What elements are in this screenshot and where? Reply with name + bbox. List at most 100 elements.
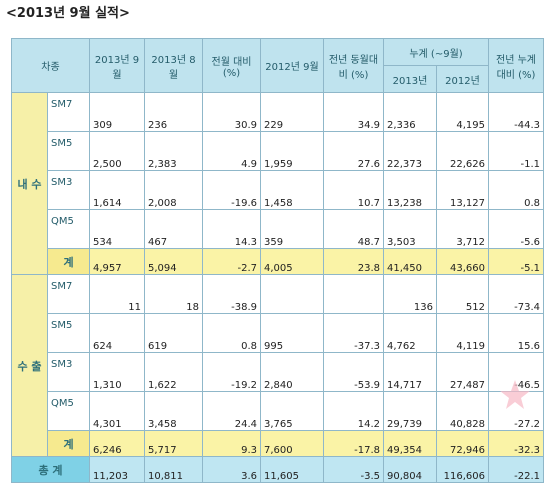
cell-value: 14.3	[202, 209, 261, 249]
cell-value: 4,119	[435, 313, 490, 353]
header-cum-2013: 2013년	[383, 65, 437, 93]
cell-value: 22,626	[435, 131, 490, 171]
cell-value: 24.4	[202, 391, 261, 431]
cell-value: 1,458	[260, 170, 324, 210]
cell-value: -53.9	[323, 352, 384, 392]
cell-value: 2,336	[383, 92, 437, 132]
cell-value: 467	[144, 209, 203, 249]
cell-value: 116,606	[435, 456, 490, 483]
cell-value: 619	[144, 313, 203, 353]
cell-value: -5.1	[488, 248, 545, 275]
cell-value: 48.7	[323, 209, 384, 249]
header-cum-2012: 2012년	[435, 65, 490, 93]
cell-value: 27.6	[323, 131, 384, 171]
table-row: SM5 2,500 2,383 4.9 1,959 27.6 22,373 22…	[12, 131, 545, 171]
header-yoy: 전년 동월대비 (%)	[323, 38, 384, 93]
model-label: SM5	[47, 313, 90, 353]
cell-value: 13,127	[435, 170, 490, 210]
cell-value: -19.2	[202, 352, 261, 392]
cell-value: 3,712	[435, 209, 490, 249]
cell-value: -3.5	[323, 456, 384, 483]
cell-value: 0.8	[202, 313, 261, 353]
cell-value: 9.3	[202, 430, 261, 457]
header-row-1: 차종 2013년 9월 2013년 8월 전월 대비 (%) 2012년 9월 …	[11, 38, 545, 93]
cell-value: 43,660	[435, 248, 490, 275]
cell-value: 23.8	[323, 248, 384, 275]
cell-value: 11,203	[89, 456, 145, 483]
cell-value: 11,605	[260, 456, 324, 483]
table-row: QM5 534 467 14.3 359 48.7 3,503 3,712 -5…	[12, 209, 545, 249]
cell-value: 4,957	[89, 248, 145, 275]
cell-value: 236	[144, 92, 203, 132]
cell-value: 4.9	[202, 131, 261, 171]
cell-value: 90,804	[383, 456, 437, 483]
subtotal-row-export: 계 6,246 5,717 9.3 7,600 -17.8 49,354 72,…	[12, 430, 545, 457]
page-title: <2013년 9월 실적>	[6, 6, 130, 21]
cell-value: 41,450	[383, 248, 437, 275]
cell-value: 512	[435, 274, 490, 314]
cell-value: 15.6	[488, 313, 545, 353]
cell-value: -38.9	[202, 274, 261, 314]
cell-value: -1.1	[488, 131, 545, 171]
cell-value	[260, 274, 324, 314]
cell-value: 4,301	[89, 391, 145, 431]
header-mom: 전월 대비 (%)	[202, 38, 261, 93]
cell-value: 14,717	[383, 352, 437, 392]
cell-value: 5,094	[144, 248, 203, 275]
cell-value: 7,600	[260, 430, 324, 457]
cell-value: 27,487	[435, 352, 490, 392]
cell-value: -73.4	[488, 274, 545, 314]
cell-value: 49,354	[383, 430, 437, 457]
table-row: 수 출 SM7 11 18 -38.9 136 512 -73.4	[11, 274, 545, 457]
cell-value: 4,005	[260, 248, 324, 275]
cell-value: 40,828	[435, 391, 490, 431]
model-label: QM5	[47, 391, 90, 431]
cell-value: 34.9	[323, 92, 384, 132]
cell-value: 14.2	[323, 391, 384, 431]
subtotal-label: 계	[47, 430, 90, 457]
cell-value: 136	[383, 274, 437, 314]
cell-value: 229	[260, 92, 324, 132]
table-row: SM3 1,614 2,008 -19.6 1,458 10.7 13,238 …	[12, 170, 545, 210]
table-row: SM5 624 619 0.8 995 -37.3 4,762 4,119 15…	[12, 313, 545, 353]
cell-value: 995	[260, 313, 324, 353]
cell-value: -44.3	[488, 92, 545, 132]
model-label: SM3	[47, 170, 90, 210]
cell-value: 2,500	[89, 131, 145, 171]
watermark-star-icon	[500, 380, 530, 409]
cell-value: 2,383	[144, 131, 203, 171]
section-domestic: 내 수	[11, 92, 48, 275]
cell-value: 2,840	[260, 352, 324, 392]
header-cumulative: 누계 (~9월)	[382, 38, 490, 66]
cell-value: 11	[89, 274, 145, 314]
cell-value: 4,195	[435, 92, 490, 132]
cell-value: 3,458	[144, 391, 203, 431]
header-cum-yoy: 전년 누계대비 (%)	[488, 38, 545, 93]
cell-value: 534	[89, 209, 145, 249]
model-label: SM7	[47, 274, 90, 314]
cell-value: 0.8	[488, 170, 545, 210]
cell-value	[323, 274, 384, 314]
header-2012-sep: 2012년 9월	[260, 38, 324, 93]
subtotal-label: 계	[47, 248, 90, 275]
table-row: 내 수 SM7 309 236 30.9 229 34.9 2,336 4,19…	[11, 92, 545, 275]
cell-value: -17.8	[323, 430, 384, 457]
cell-value: 5,717	[144, 430, 203, 457]
header-row-2: 2013년 2012년	[12, 65, 544, 93]
header-2013-sep: 2013년 9월	[89, 38, 145, 93]
model-label: SM7	[47, 92, 90, 132]
subtotal-row-domestic: 계 4,957 5,094 -2.7 4,005 23.8 41,450 43,…	[12, 248, 545, 275]
cell-value: -19.6	[202, 170, 261, 210]
cell-value: 309	[89, 92, 145, 132]
cell-value: 29,739	[383, 391, 437, 431]
cell-value: 72,946	[435, 430, 490, 457]
cell-value: 10.7	[323, 170, 384, 210]
grand-total-row: 총 계 11,203 10,811 3.6 11,605 -3.5 90,804…	[11, 456, 545, 483]
section-total: 총 계	[11, 456, 90, 483]
cell-value: 624	[89, 313, 145, 353]
header-category: 차종	[11, 38, 90, 93]
cell-value: 6,246	[89, 430, 145, 457]
cell-value: 3,765	[260, 391, 324, 431]
cell-value: 1,622	[144, 352, 203, 392]
cell-value: 1,959	[260, 131, 324, 171]
